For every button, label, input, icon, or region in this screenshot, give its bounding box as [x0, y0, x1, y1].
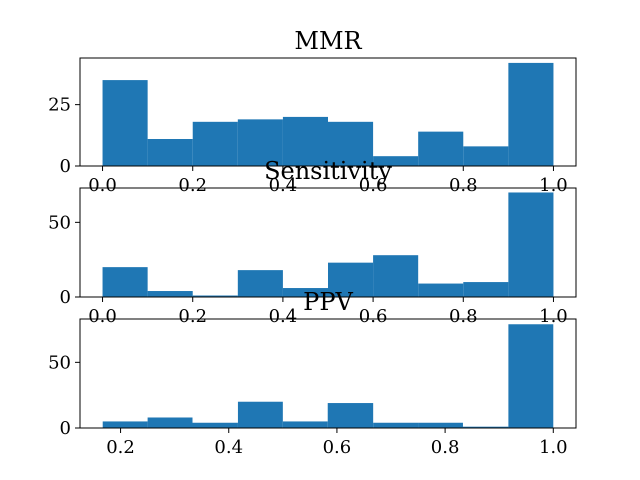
- mmr-bar: [237, 119, 283, 166]
- mmr-bar: [102, 80, 148, 166]
- sensitivity-bar: [328, 262, 374, 297]
- mmr-axes-frame: [79, 57, 577, 167]
- ppv-bar: [462, 426, 509, 428]
- sensitivity-title: Sensitivity: [264, 157, 392, 185]
- mmr-bar: [463, 146, 509, 166]
- mmr-y-tick-label: 25: [48, 95, 71, 116]
- sensitivity-y-tick-label: 0: [60, 287, 71, 308]
- ppv-x-tick-label: 0.8: [431, 437, 460, 458]
- ppv-x-tick-label: 0.4: [214, 437, 243, 458]
- mmr-title: MMR: [294, 27, 362, 55]
- mmr-y-tick-label: 0: [60, 156, 71, 177]
- ppv-bar: [147, 417, 193, 428]
- mmr-x-tick-label: 0.4: [269, 175, 298, 196]
- ppv-x-tick-label: 0.2: [106, 437, 135, 458]
- ppv-bar: [237, 401, 283, 428]
- sensitivity-bar: [282, 288, 328, 297]
- ppv-bar: [327, 403, 374, 428]
- mmr-bar: [328, 121, 374, 166]
- mmr-bar: [282, 116, 328, 166]
- sensitivity-x-tick-label: 0.2: [178, 306, 207, 327]
- ppv-y-tick-label: 0: [60, 418, 71, 439]
- ppv-bar: [418, 422, 463, 428]
- mmr-x-tick-label: 0.0: [88, 175, 117, 196]
- sensitivity-bar: [418, 283, 464, 297]
- mmr-x-tick-label: 1.0: [539, 175, 568, 196]
- sensitivity-bar: [192, 295, 238, 297]
- sensitivity-bar: [373, 255, 419, 297]
- ppv-y-tick-label: 50: [48, 352, 71, 373]
- sensitivity-x-tick-label: 0.8: [449, 306, 478, 327]
- mmr-bar: [147, 139, 193, 166]
- ppv-bar: [192, 422, 238, 428]
- mmr-x-tick-label: 0.6: [359, 175, 388, 196]
- ppv-x-tick-label: 0.6: [323, 437, 352, 458]
- mmr-subplot: 0.0 0.2 0.4 0.6 0.8 1.0 0 25 MMR: [48, 27, 577, 196]
- ppv-subplot: 0.2 0.4 0.6 0.8 1.0 0 50 PPV: [48, 288, 577, 458]
- ppv-axes-frame: [79, 318, 577, 429]
- ppv-x-tick-label: 1.0: [539, 437, 568, 458]
- sensitivity-bar: [102, 267, 148, 297]
- sensitivity-bar: [463, 282, 509, 297]
- sensitivity-axes-frame: [79, 187, 577, 298]
- sensitivity-subplot: 0.0 0.2 0.4 0.6 0.8 1.0 0 50 Sensitivity: [48, 157, 577, 327]
- ppv-bar: [508, 324, 554, 428]
- ppv-bar: [373, 422, 419, 428]
- ppv-bar: [102, 421, 148, 428]
- mmr-bar: [373, 156, 419, 166]
- sensitivity-y-tick-label: 50: [48, 212, 71, 233]
- sensitivity-x-tick-label: 0.4: [269, 306, 298, 327]
- mmr-bar: [418, 131, 464, 166]
- sensitivity-bar: [237, 270, 283, 297]
- sensitivity-bar: [147, 291, 193, 297]
- mmr-bar: [192, 121, 238, 166]
- mmr-x-tick-label: 0.8: [449, 175, 478, 196]
- sensitivity-x-tick-label: 0.6: [359, 306, 388, 327]
- sensitivity-x-tick-label: 0.0: [88, 306, 117, 327]
- ppv-bar: [282, 421, 328, 428]
- sensitivity-bar: [508, 192, 554, 297]
- mmr-x-tick-label: 0.2: [178, 175, 207, 196]
- sensitivity-x-tick-label: 1.0: [539, 306, 568, 327]
- ppv-title: PPV: [303, 288, 353, 316]
- mmr-bar: [508, 62, 554, 167]
